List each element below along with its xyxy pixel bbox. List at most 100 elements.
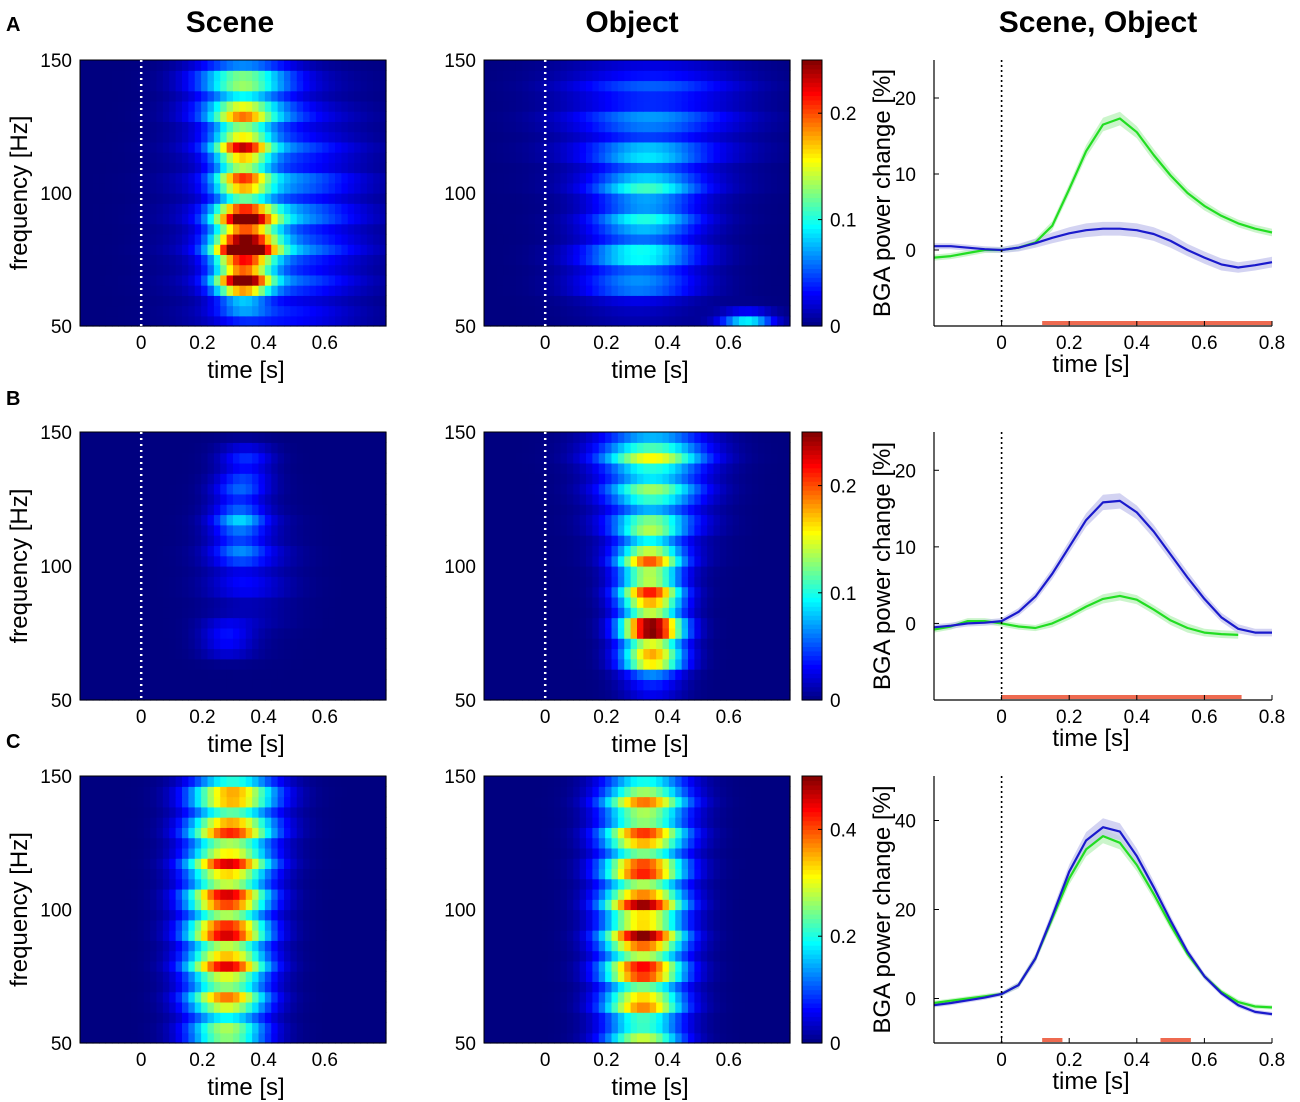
- heatmap-cell: [80, 607, 87, 619]
- heatmap-cell: [598, 555, 606, 567]
- heatmap-cell: [366, 162, 374, 174]
- heatmap-cell: [213, 473, 221, 485]
- heatmap-cell: [688, 514, 695, 526]
- heatmap-cell: [554, 80, 562, 92]
- heatmap-cell: [143, 555, 151, 567]
- heatmap-cell: [739, 669, 746, 680]
- heatmap-cell: [264, 638, 272, 650]
- heatmap-cell: [496, 213, 504, 225]
- heatmap-cell: [131, 244, 138, 255]
- heatmap-cell: [668, 131, 676, 143]
- heatmap-cell: [541, 483, 549, 495]
- heatmap-cell: [86, 213, 94, 225]
- heatmap-cell: [630, 254, 638, 266]
- heatmap-cell: [547, 596, 555, 608]
- heatmap-cell: [354, 566, 362, 577]
- heatmap-cell: [373, 80, 381, 92]
- heatmap-cell: [637, 483, 644, 495]
- heatmap-cell: [373, 100, 381, 112]
- heatmap-cell: [111, 305, 119, 317]
- heatmap-cell: [379, 315, 387, 327]
- heatmap-cell: [111, 679, 119, 691]
- heatmap-cell: [496, 555, 504, 567]
- heatmap-cell: [118, 679, 126, 691]
- heatmap-cell: [194, 213, 202, 225]
- heatmap-cell: [522, 111, 530, 122]
- heatmap-cell: [688, 141, 695, 153]
- heatmap-cell: [156, 555, 164, 567]
- heatmap-cell: [245, 638, 253, 650]
- heatmap-cell: [175, 627, 183, 639]
- x-tick-label: 0.2: [189, 333, 215, 354]
- heatmap-cell: [182, 295, 189, 307]
- heatmap-cell: [579, 141, 587, 153]
- heatmap-cell: [284, 121, 291, 133]
- heatmap-cell: [751, 60, 759, 71]
- heatmap-cell: [213, 504, 221, 516]
- heatmap-cell: [566, 213, 574, 225]
- heatmap-cell: [770, 182, 778, 194]
- heatmap-cell: [118, 566, 126, 577]
- heatmap-cell: [490, 473, 498, 485]
- heatmap-cell: [719, 285, 727, 296]
- heatmap-cell: [296, 493, 304, 505]
- heatmap-cell: [732, 152, 740, 163]
- heatmap-cell: [360, 121, 368, 133]
- heatmap-cell: [335, 182, 342, 194]
- heatmap-cell: [366, 524, 374, 536]
- heatmap-cell: [239, 535, 247, 546]
- heatmap-cell: [694, 80, 702, 92]
- heatmap-cell: [366, 60, 374, 71]
- heatmap-cell: [86, 576, 94, 588]
- heatmap-cell: [745, 295, 753, 307]
- heatmap-cell: [535, 141, 542, 153]
- heatmap-cell: [496, 141, 504, 153]
- heatmap-cell: [770, 233, 778, 245]
- heatmap-cell: [105, 452, 113, 464]
- heatmap-cell: [758, 535, 766, 546]
- heatmap-cell: [99, 432, 107, 443]
- heatmap-cell: [354, 514, 362, 526]
- heatmap-cell: [503, 315, 511, 327]
- heatmap-cell: [503, 152, 511, 163]
- heatmap-cell: [258, 285, 266, 296]
- heatmap-cell: [188, 658, 196, 670]
- heatmap-cell: [592, 223, 600, 235]
- heatmap-cell: [182, 254, 189, 266]
- heatmap-cell: [509, 100, 517, 112]
- heatmap-cell: [162, 555, 170, 567]
- heatmap-cell: [226, 432, 234, 443]
- heatmap-cell: [105, 576, 113, 588]
- heatmap-cell: [175, 254, 183, 266]
- heatmap-cell: [150, 233, 158, 245]
- heatmap-cell: [707, 223, 715, 235]
- heatmap-cell: [528, 172, 536, 184]
- heatmap-cell: [541, 305, 549, 317]
- heatmap-cell: [220, 254, 228, 266]
- heatmap-cell: [233, 295, 240, 307]
- heatmap-cell: [258, 483, 266, 495]
- heatmap-cell: [271, 555, 279, 567]
- heatmap-cell: [732, 295, 740, 307]
- heatmap-cell: [315, 315, 323, 327]
- heatmap-cell: [341, 131, 349, 143]
- heatmap-cell: [719, 172, 727, 184]
- heatmap-cell: [347, 162, 355, 174]
- heatmap-cell: [188, 617, 196, 629]
- heatmap-cell: [296, 274, 304, 286]
- heatmap-cell: [366, 152, 374, 163]
- colorbar-step: [802, 237, 822, 243]
- heatmap-cell: [624, 555, 632, 567]
- heatmap-cell: [315, 473, 323, 485]
- heatmap-cell: [522, 193, 530, 204]
- heatmap-cell: [213, 689, 221, 701]
- heatmap-cell: [322, 504, 330, 516]
- heatmap-cell: [233, 111, 240, 122]
- heatmap-cell: [245, 111, 253, 122]
- heatmap-cell: [681, 285, 689, 296]
- heatmap-cell: [611, 315, 619, 327]
- heatmap-cell: [605, 669, 613, 680]
- heatmap-cell: [309, 121, 317, 133]
- heatmap-cell: [662, 493, 670, 505]
